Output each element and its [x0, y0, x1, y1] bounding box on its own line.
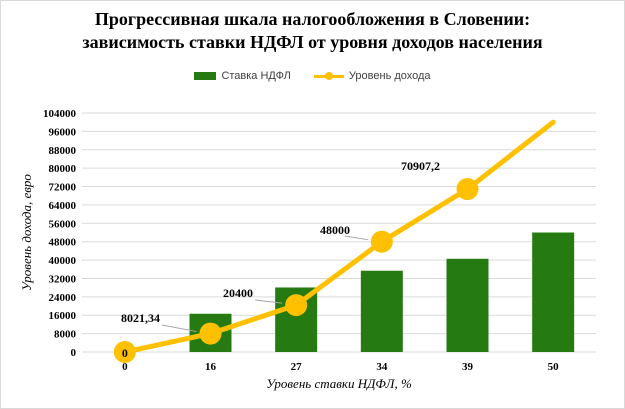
chart-title-line2: зависимость ставки НДФЛ от уровня доходо… — [82, 32, 543, 52]
bar — [532, 232, 575, 352]
x-tick-label: 0 — [122, 361, 128, 373]
line-marker — [113, 341, 136, 363]
data-label-leader — [254, 299, 283, 304]
line-series — [122, 119, 556, 355]
x-tick-label: 27 — [291, 361, 303, 373]
data-label: 48000 — [320, 223, 350, 237]
y-tick-label: 96000 — [49, 126, 77, 138]
data-label: 0 — [122, 346, 128, 360]
x-tick-label: 16 — [205, 361, 217, 373]
y-tick-label: 24000 — [49, 292, 77, 304]
y-axis-title: Уровень дохода, евро — [19, 174, 34, 291]
data-label-leader — [161, 324, 197, 333]
legend-line-swatch — [313, 72, 344, 80]
x-axis-title: Уровень ставки НДФЛ, % — [266, 376, 412, 391]
y-tick-label: 80000 — [49, 163, 77, 175]
x-tick-label: 50 — [548, 361, 560, 373]
chart-legend: Ставка НДФЛ Уровень дохода — [0, 70, 625, 83]
y-tick-label: 64000 — [49, 200, 77, 212]
line-marker — [370, 230, 393, 253]
x-tick-label: 34 — [376, 361, 388, 373]
line-marker — [285, 294, 308, 317]
legend-bar-swatch — [194, 72, 217, 80]
line-marker — [456, 178, 479, 201]
bar — [360, 270, 403, 352]
x-tick-label: 39 — [462, 361, 474, 373]
y-tick-label: 88000 — [49, 145, 77, 157]
legend-line-label: Уровень дохода — [348, 70, 431, 82]
y-tick-label: 48000 — [49, 237, 77, 249]
y-tick-label: 8000 — [54, 329, 77, 341]
y-tick-label: 32000 — [49, 273, 77, 285]
chart-title-line1: Прогрессивная шкала налогообложения в Сл… — [94, 9, 531, 29]
data-label: 70907,2 — [401, 159, 440, 173]
y-tick-label: 0 — [71, 347, 77, 359]
data-label: 20400 — [223, 286, 253, 300]
y-tick-label: 72000 — [49, 182, 77, 194]
line-marker — [199, 322, 222, 345]
chart-title: Прогрессивная шкала налогообложения в Сл… — [0, 8, 625, 54]
legend-item-bar: Ставка НДФЛ — [194, 70, 291, 82]
y-tick-label: 56000 — [49, 218, 77, 230]
data-label-leader — [344, 235, 368, 241]
bar — [446, 258, 489, 352]
legend-item-line: Уровень дохода — [313, 70, 431, 82]
y-tick-label: 16000 — [49, 310, 77, 322]
y-tick-label: 104000 — [43, 108, 77, 120]
y-tick-label: 40000 — [49, 255, 77, 267]
data-label: 8021,34 — [121, 311, 160, 325]
legend-bar-label: Ставка НДФЛ — [221, 70, 291, 82]
